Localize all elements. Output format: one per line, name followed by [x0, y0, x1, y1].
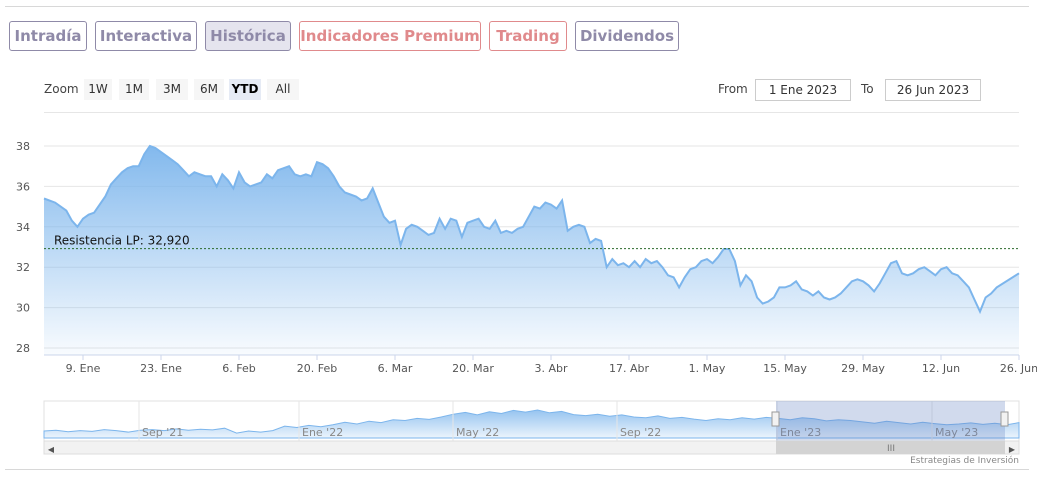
- navigator-label: Ene '23: [780, 426, 821, 439]
- top-divider: [5, 6, 1029, 7]
- scrollbar[interactable]: III ◀ ▶: [43, 440, 1020, 455]
- y-tick-label: 34: [16, 221, 30, 234]
- range-to-label: To: [861, 82, 874, 96]
- zoom-ytd-button[interactable]: YTD: [229, 79, 261, 100]
- y-tick-label: 28: [16, 342, 30, 355]
- navigator-left-handle[interactable]: [771, 411, 780, 427]
- x-tick-label: 1. May: [689, 362, 726, 375]
- range-from-label: From: [718, 82, 748, 96]
- navigator-label: May '22: [456, 426, 499, 439]
- x-tick-label: 6. Feb: [222, 362, 255, 375]
- range-to-input[interactable]: 26 Jun 2023: [885, 79, 981, 101]
- toolbar-divider: [44, 112, 1019, 113]
- y-tick-label: 38: [16, 140, 30, 153]
- range-from-input[interactable]: 1 Ene 2023: [755, 79, 851, 101]
- zoom-label: Zoom: [44, 82, 79, 96]
- y-tick-label: 30: [16, 302, 30, 315]
- x-tick-label: 29. May: [841, 362, 885, 375]
- price-area: [44, 146, 1019, 355]
- scroll-right-arrow-icon[interactable]: ▶: [1009, 445, 1016, 454]
- zoom-1w-button[interactable]: 1W: [84, 79, 112, 100]
- y-tick-label: 36: [16, 180, 30, 193]
- tab-indicadores-premium[interactable]: Indicadores Premium: [299, 21, 481, 51]
- x-tick-label: 15. May: [763, 362, 807, 375]
- y-tick-label: 32: [16, 261, 30, 274]
- resistance-label: Resistencia LP: 32,920: [54, 234, 190, 248]
- x-tick-label: 20. Mar: [452, 362, 494, 375]
- navigator-label: May '23: [935, 426, 978, 439]
- navigator-area: [43, 409, 1020, 439]
- x-tick-label: 17. Abr: [609, 362, 649, 375]
- navigator-label: Ene '22: [302, 426, 343, 439]
- navigator-label: Sep '22: [620, 426, 661, 439]
- x-tick-label: 12. Jun: [922, 362, 960, 375]
- zoom-6m-button[interactable]: 6M: [194, 79, 224, 100]
- x-tick-label: 9. Ene: [66, 362, 101, 375]
- navigator-selection[interactable]: [776, 401, 1005, 441]
- chart-credit: Estrategias de Inversión: [910, 456, 1019, 466]
- tab-dividendos[interactable]: Dividendos: [575, 21, 679, 51]
- tab-intradia[interactable]: Intradía: [9, 21, 87, 51]
- x-tick-label: 6. Mar: [378, 362, 413, 375]
- tab-trading[interactable]: Trading: [489, 21, 567, 51]
- x-tick-label: 20. Feb: [297, 362, 337, 375]
- x-tick-label: 23. Ene: [140, 362, 182, 375]
- zoom-1m-button[interactable]: 1M: [119, 79, 149, 100]
- x-tick-label: 3. Abr: [534, 362, 567, 375]
- x-tick-label: 26. Jun: [1000, 362, 1037, 375]
- tab-historica[interactable]: Histórica: [205, 21, 291, 51]
- zoom-all-button[interactable]: All: [267, 79, 299, 100]
- scrollbar-grip-icon: III: [887, 444, 895, 454]
- price-line: [43, 144, 1020, 315]
- tab-interactiva[interactable]: Interactiva: [95, 21, 197, 51]
- zoom-3m-button[interactable]: 3M: [156, 79, 188, 100]
- scroll-left-arrow-icon[interactable]: ◀: [48, 445, 55, 454]
- navigator[interactable]: Sep '21 Ene '22 May '22 Sep '22 Ene '23 May '…: [43, 400, 1020, 442]
- scrollbar-thumb[interactable]: [776, 441, 1005, 454]
- navigator-right-handle[interactable]: [1000, 411, 1009, 427]
- bottom-divider: [5, 469, 1029, 470]
- navigator-label: Sep '21: [142, 426, 183, 439]
